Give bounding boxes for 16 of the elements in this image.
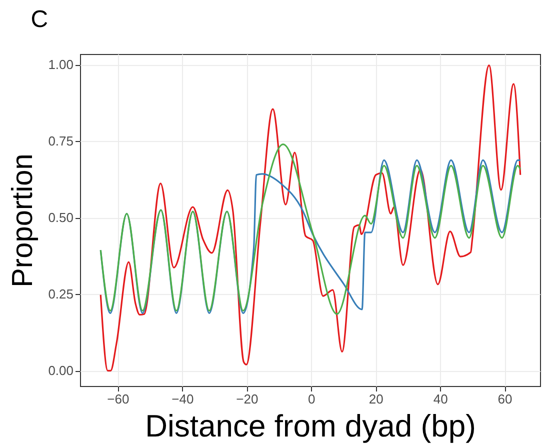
y-tick-label: 0.00 bbox=[48, 363, 74, 378]
x-tick-label: 40 bbox=[433, 392, 448, 406]
line-series bbox=[100, 64, 522, 372]
y-tick-label: 0.50 bbox=[48, 210, 74, 226]
text: C bbox=[30, 6, 48, 33]
x-tick-label: −60 bbox=[107, 392, 130, 406]
y-tick-label: 1.00 bbox=[48, 57, 74, 72]
x-tick-label: 60 bbox=[498, 392, 512, 406]
y-tick-label: 0.25 bbox=[48, 286, 74, 302]
x-tick-label: 20 bbox=[368, 392, 384, 406]
x-tick-label: 0 bbox=[308, 392, 316, 406]
y-tick-label: 0.75 bbox=[48, 134, 74, 149]
x-axis-title: Distance from dyad (bp) bbox=[145, 408, 476, 444]
y-axis-title: Proportion bbox=[7, 154, 40, 288]
x-tick-label: −40 bbox=[172, 392, 194, 406]
x-tick-label: −20 bbox=[236, 392, 258, 406]
